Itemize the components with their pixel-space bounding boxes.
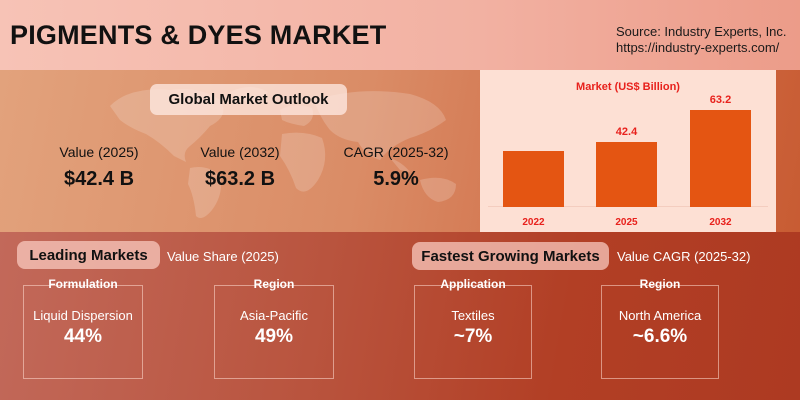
card-name: Liquid Dispersion: [33, 308, 133, 323]
stat-cagr: CAGR (2025-32) 5.9%: [336, 144, 456, 191]
card-value: 49%: [254, 326, 294, 347]
fastest-region-card: Region North America ~6.6%: [601, 277, 719, 379]
bar-category-label: 2022: [522, 217, 545, 228]
card-name: Textiles: [451, 308, 495, 323]
card-value: ~6.6%: [632, 326, 688, 347]
stat-value-2025: Value (2025) $42.4 B: [44, 144, 154, 191]
page-title: PIGMENTS & DYES MARKET: [10, 20, 387, 50]
stat-value-2032: Value (2032) $63.2 B: [185, 144, 295, 191]
header: PIGMENTS & DYES MARKET Source: Industry …: [0, 0, 800, 70]
bar-value-label: 42.4: [615, 126, 638, 138]
stat-label: Value (2025): [59, 144, 139, 160]
bar-2025: [596, 142, 657, 207]
card-value: 44%: [63, 326, 103, 347]
bar-2032: [690, 110, 751, 207]
stat-label: Value (2032): [200, 144, 280, 160]
stat-value: $42.4 B: [63, 168, 135, 190]
leading-region-card: Region Asia-Pacific 49%: [214, 277, 334, 379]
bar-category-label: 2025: [615, 217, 638, 228]
stat-value: $63.2 B: [204, 168, 276, 190]
card-category: Region: [253, 277, 295, 291]
market-bar-chart: Market (US$ Billion) 2022 42.4 2025 63.2…: [480, 70, 776, 232]
source-url: https://industry-experts.com/: [616, 40, 780, 55]
leading-markets-title: Leading Markets: [17, 241, 160, 269]
card-name: Asia-Pacific: [240, 308, 308, 323]
source-name: Source: Industry Experts, Inc.: [616, 24, 787, 39]
stat-label: CAGR (2025-32): [343, 144, 449, 160]
bar-category-label: 2032: [709, 217, 732, 228]
card-category: Region: [639, 277, 681, 291]
stat-value: 5.9%: [373, 168, 419, 190]
fastest-application-card: Application Textiles ~7%: [414, 277, 532, 379]
card-value: ~7%: [453, 326, 493, 347]
card-category: Formulation: [48, 277, 118, 291]
bar-2022: [503, 151, 564, 207]
card-category: Application: [440, 277, 506, 291]
markets-section: Leading Markets Value Share (2025) Formu…: [0, 232, 800, 400]
leading-formulation-card: Formulation Liquid Dispersion 44%: [23, 277, 143, 379]
bar-value-label: 63.2: [709, 94, 732, 106]
leading-markets-subtitle: Value Share (2025): [167, 249, 279, 264]
chart-title: Market (US$ Billion): [576, 81, 680, 93]
card-name: North America: [618, 308, 702, 323]
fastest-growing-subtitle: Value CAGR (2025-32): [617, 249, 751, 264]
outlook-title: Global Market Outlook: [150, 84, 347, 115]
fastest-growing-title: Fastest Growing Markets: [412, 242, 609, 270]
source-credit: Source: Industry Experts, Inc. https://i…: [616, 24, 787, 56]
